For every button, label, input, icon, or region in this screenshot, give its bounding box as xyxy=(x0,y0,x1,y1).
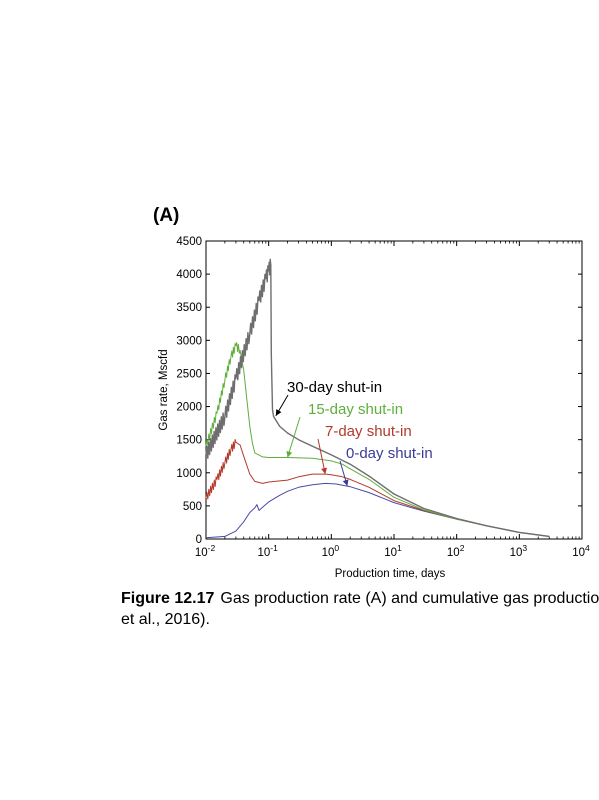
y-axis-title: Gas rate, Mscfd xyxy=(158,349,170,430)
annotation-label-1: 15-day shut-in xyxy=(308,401,403,418)
x-tick-label: 102 xyxy=(447,543,465,559)
caption-text: Gas production rate (A) and cumulative g… xyxy=(220,590,599,607)
y-tick-label: 2500 xyxy=(176,368,202,380)
annotation-arrowhead-3 xyxy=(342,479,349,487)
series-line-3 xyxy=(205,258,550,538)
y-tick-label: 4500 xyxy=(176,236,202,248)
annotation-arrowhead-2 xyxy=(321,467,327,475)
y-tick-label: 500 xyxy=(183,501,202,513)
annotation-label-0: 30-day shut-in xyxy=(287,379,382,396)
series-line-1 xyxy=(205,439,550,537)
plot-area: 0 500 1000 1500 2000 2500 3000 3500 4000 4500 10-2… xyxy=(176,236,590,559)
x-axis-title: Production time, days xyxy=(335,568,446,580)
series-line-0 xyxy=(205,482,550,539)
y-tick-label: 3500 xyxy=(176,302,202,314)
annotation-arrow-1 xyxy=(287,416,301,458)
caption-line-2: et al., 2016). xyxy=(121,611,210,628)
y-tick-label: 1000 xyxy=(176,468,202,480)
annotation-arrowhead-1 xyxy=(286,450,293,458)
figure-number: Figure 12.17 xyxy=(121,590,215,607)
x-tick-label: 10-1 xyxy=(257,543,278,559)
panel-label: (A) xyxy=(153,205,179,226)
caption-line-1: Figure 12.17 Gas production rate (A) and … xyxy=(121,588,599,609)
annotation-label-3: 0-day shut-in xyxy=(346,445,433,462)
y-tick-label: 2000 xyxy=(176,402,202,414)
y-tick-label: 1500 xyxy=(176,435,202,447)
x-tick-label: 100 xyxy=(322,543,340,559)
annotation-label-2: 7-day shut-in xyxy=(325,423,412,440)
x-tick-label: 101 xyxy=(384,543,402,559)
y-tick-label: 4000 xyxy=(176,269,202,281)
x-tick-label: 10-2 xyxy=(195,543,216,559)
annotation-arrowhead-0 xyxy=(275,409,282,416)
x-tick-label: 104 xyxy=(572,543,590,559)
figure-caption: Figure 12.17 Gas production rate (A) and … xyxy=(121,588,599,630)
x-tick-label: 103 xyxy=(510,543,528,559)
y-tick-label: 0 xyxy=(196,534,202,546)
y-tick-label: 3000 xyxy=(176,335,202,347)
gas-rate-chart: (A) 0 500 1000 1500 2000 2500 3000 3500 4000 4500… xyxy=(153,205,590,580)
series-line-2 xyxy=(205,342,550,537)
